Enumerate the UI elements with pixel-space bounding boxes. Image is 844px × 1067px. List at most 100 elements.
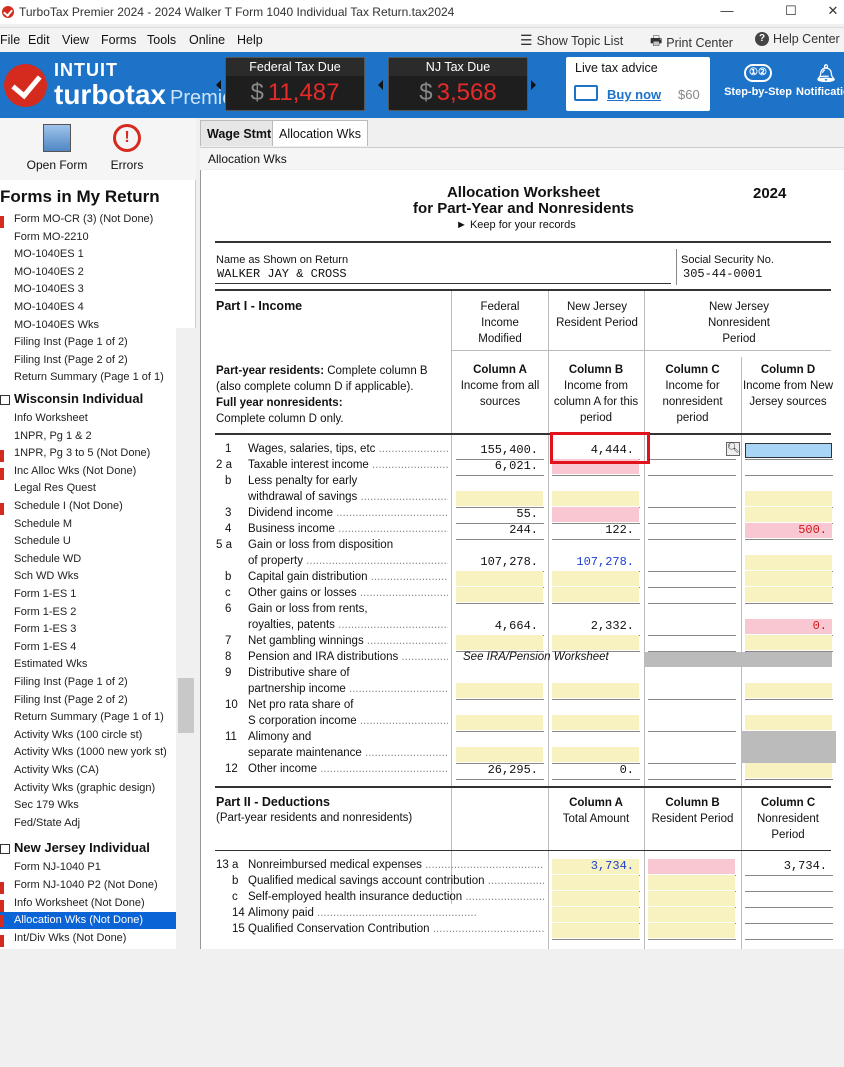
- sidebar-form-item[interactable]: Activity Wks (CA): [14, 764, 99, 776]
- amount-a[interactable]: 155,400.: [480, 443, 538, 457]
- menu-tools[interactable]: Tools: [147, 33, 177, 47]
- sidebar-form-item[interactable]: Filing Inst (Page 1 of 2): [14, 336, 128, 349]
- input-field-b[interactable]: [552, 715, 639, 730]
- show-topic-list-button[interactable]: ☰ Show Topic List: [520, 32, 623, 49]
- amount-a[interactable]: 244.: [509, 523, 538, 537]
- name-value[interactable]: WALKER JAY & CROSS: [217, 267, 347, 281]
- sidebar-form-item[interactable]: Schedule I (Not Done): [14, 500, 123, 512]
- prev-tax-arrow-icon[interactable]: [216, 80, 221, 90]
- sidebar-form-item[interactable]: Sec 179 Wks: [14, 799, 79, 812]
- input-field-c[interactable]: [648, 507, 735, 522]
- input-field-c[interactable]: [745, 891, 832, 906]
- scroll-thumb[interactable]: [178, 678, 194, 733]
- ira-pension-worksheet-link[interactable]: See IRA/Pension Worksheet: [463, 651, 609, 663]
- menu-view[interactable]: View: [62, 33, 89, 47]
- sidebar-form-item[interactable]: Info Worksheet (Not Done): [14, 896, 145, 909]
- tab-wage-stmt[interactable]: Wage Stmt: [200, 120, 279, 146]
- minimize-button[interactable]: —: [720, 3, 734, 18]
- sidebar-form-item[interactable]: Form 1-ES 3: [14, 623, 77, 636]
- print-center-button[interactable]: 🖶 Print Center: [650, 32, 733, 54]
- amount-a[interactable]: 26,295.: [487, 763, 538, 777]
- input-field-b[interactable]: [552, 507, 639, 522]
- input-field-d[interactable]: [745, 491, 832, 506]
- sidebar-form-item[interactable]: Allocation Wks (Not Done): [0, 912, 176, 930]
- sidebar-form-item[interactable]: MO-1040ES Wks: [14, 318, 99, 331]
- close-button[interactable]: ✕: [827, 3, 839, 18]
- nj-heading[interactable]: New Jersey Individual: [14, 840, 150, 856]
- next-tax-arrow-icon[interactable]: [531, 80, 536, 90]
- sidebar-form-item[interactable]: Return Summary (Page 1 of 1): [14, 371, 164, 384]
- input-field-c[interactable]: [648, 443, 735, 458]
- input-field-b[interactable]: [552, 747, 639, 762]
- sidebar-form-item[interactable]: Form NJ-1040 P2 (Not Done): [14, 879, 158, 891]
- input-field-c[interactable]: [648, 763, 735, 778]
- sidebar-form-item[interactable]: Estimated Wks: [14, 658, 88, 671]
- sidebar-form-item[interactable]: Schedule U: [14, 535, 71, 548]
- input-field-b[interactable]: [648, 907, 735, 922]
- sidebar-form-item[interactable]: MO-1040ES 4: [14, 301, 84, 313]
- amount-a[interactable]: 6,021.: [494, 459, 538, 473]
- errors-button[interactable]: ! Errors: [102, 122, 152, 172]
- input-field-a[interactable]: [552, 891, 639, 906]
- notifications-button[interactable]: 🔔︎ Notifications: [796, 64, 844, 98]
- input-field-a[interactable]: [552, 923, 639, 938]
- input-field-c[interactable]: [648, 747, 735, 762]
- sidebar-form-item[interactable]: Sch WD Wks: [14, 570, 79, 583]
- menu-help[interactable]: Help: [237, 33, 263, 47]
- menu-online[interactable]: Online: [189, 33, 226, 47]
- input-field-b[interactable]: [648, 875, 735, 890]
- input-field-b[interactable]: [552, 491, 639, 506]
- amount-a[interactable]: 4,664.: [494, 619, 538, 633]
- input-field-a[interactable]: [456, 747, 543, 762]
- sidebar-form-item[interactable]: Fed/State Adj: [14, 816, 81, 829]
- open-form-button[interactable]: Open Form: [26, 122, 88, 172]
- sidebar-form-item[interactable]: Activity Wks (graphic design): [14, 781, 156, 794]
- input-field-b[interactable]: [552, 635, 639, 650]
- sidebar-form-item[interactable]: Info Worksheet: [14, 412, 88, 424]
- amount-a[interactable]: 107,278.: [480, 555, 538, 569]
- input-field-d[interactable]: [745, 555, 832, 570]
- amount-b[interactable]: 2,332.: [590, 619, 634, 633]
- input-field-b[interactable]: [648, 923, 735, 938]
- input-field-d[interactable]: [745, 523, 832, 538]
- tax-left-arrow-icon[interactable]: [378, 80, 383, 90]
- input-field-c[interactable]: [745, 907, 832, 922]
- input-field-d[interactable]: [745, 635, 832, 650]
- input-field-a[interactable]: [456, 715, 543, 730]
- input-field-d[interactable]: [745, 763, 832, 778]
- input-field-a[interactable]: [456, 683, 543, 698]
- input-field-b[interactable]: [552, 683, 639, 698]
- ssn-value[interactable]: 305-44-0001: [683, 267, 763, 281]
- sidebar-form-item[interactable]: Form 1-ES 2: [14, 605, 77, 618]
- input-field-a[interactable]: [456, 635, 543, 650]
- menu-edit[interactable]: Edit: [28, 33, 50, 47]
- input-field-c[interactable]: [745, 923, 832, 938]
- input-field-b[interactable]: [648, 891, 735, 906]
- maximize-button[interactable]: ☐: [785, 3, 797, 18]
- step-by-step-button[interactable]: ①② Step-by-Step: [722, 64, 794, 98]
- sidebar-form-item[interactable]: Legal Res Quest: [14, 482, 96, 495]
- sidebar-form-item[interactable]: Schedule WD: [14, 552, 82, 565]
- sidebar-form-item[interactable]: Filing Inst (Page 2 of 2): [14, 693, 128, 706]
- amount-d[interactable]: 0.: [812, 619, 827, 633]
- sidebar-form-item[interactable]: MO-1040ES 3: [14, 283, 84, 296]
- amount-b[interactable]: 107,278.: [576, 555, 634, 569]
- sidebar-form-item[interactable]: Schedule M: [14, 517, 73, 530]
- search-icon[interactable]: 🔍︎: [726, 442, 740, 456]
- sidebar-form-item[interactable]: Form 1-ES 1: [14, 588, 77, 600]
- amount-b[interactable]: 122.: [605, 523, 634, 537]
- tab-allocation-wks[interactable]: Allocation Wks: [272, 120, 368, 146]
- sidebar-form-item[interactable]: Form MO-CR (3) (Not Done): [14, 213, 154, 225]
- sidebar-form-item[interactable]: Activity Wks (1000 new york st): [14, 746, 167, 759]
- menu-file[interactable]: File: [0, 33, 21, 47]
- amount-b[interactable]: 4,444.: [590, 443, 634, 457]
- input-field-c[interactable]: [648, 587, 735, 602]
- amount-a[interactable]: 3,734.: [590, 859, 634, 873]
- input-field-c[interactable]: [648, 459, 735, 474]
- input-field-b[interactable]: [552, 571, 639, 586]
- input-field-c[interactable]: [745, 875, 832, 890]
- input-field-d[interactable]: [745, 619, 832, 634]
- sidebar-form-item[interactable]: Filing Inst (Page 1 of 2): [14, 676, 128, 688]
- collapse-icon[interactable]: [0, 844, 10, 855]
- sidebar-form-item[interactable]: Form NJ-1040 P1: [14, 861, 101, 874]
